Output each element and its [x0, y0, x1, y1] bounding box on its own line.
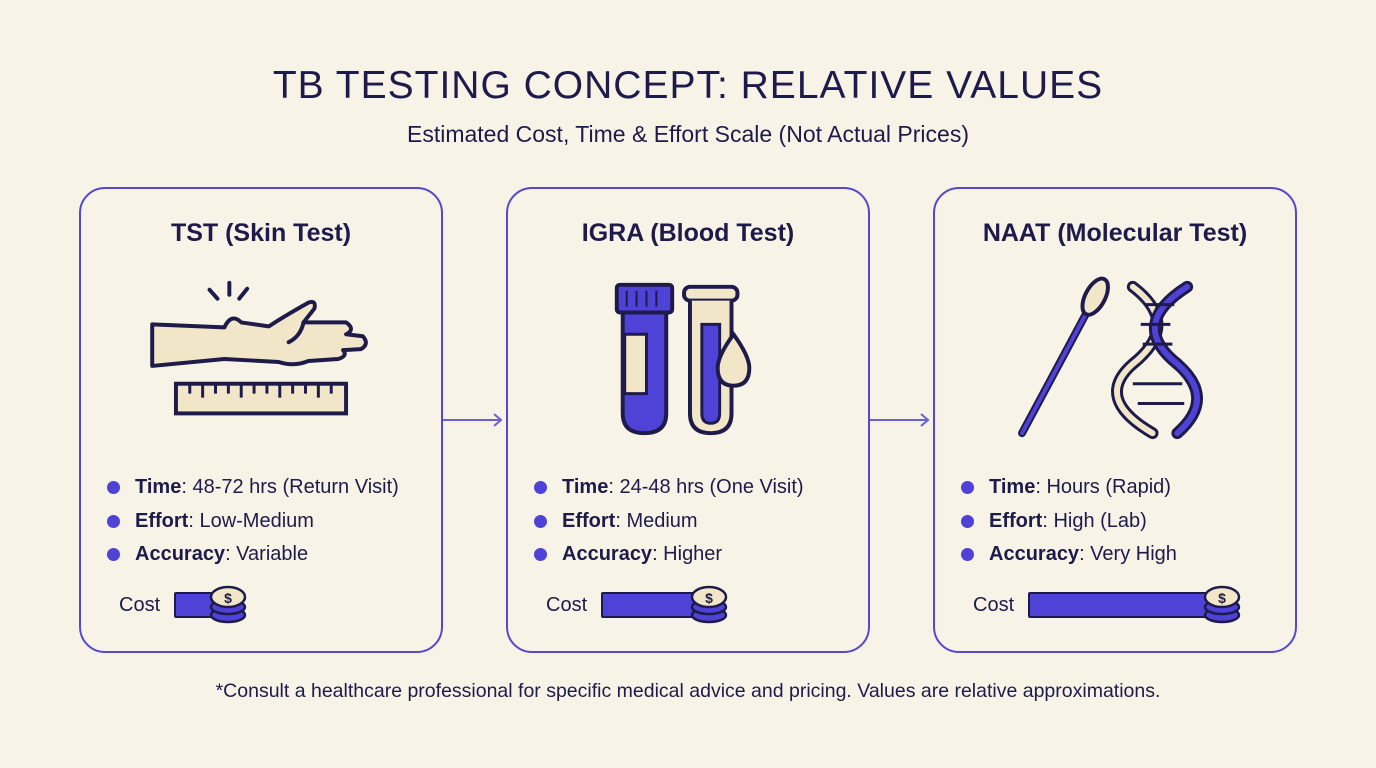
cost-row: Cost $: [973, 585, 1241, 624]
card-title: TST (Skin Test): [170, 219, 352, 247]
bullet-dot: [534, 514, 547, 528]
bullet-list: Time: 48-72 hrs (Return Visit) Effort: L…: [107, 471, 399, 572]
footer-disclaimer: *Consult a healthcare professional for s…: [215, 680, 1161, 702]
cost-bar: $: [601, 585, 728, 624]
accuracy-item: Accuracy: Higher: [534, 538, 804, 572]
time-item: Time: Hours (Rapid): [961, 471, 1177, 505]
time-value: : 48-72 hrs (Return Visit): [181, 476, 399, 499]
svg-text:$: $: [1218, 590, 1226, 606]
time-item: Time: 24-48 hrs (One Visit): [534, 471, 804, 505]
effort-item: Effort: Low-Medium: [107, 505, 399, 539]
cost-label: Cost: [973, 593, 1015, 616]
bullet-list: Time: 24-48 hrs (One Visit) Effort: Medi…: [534, 471, 804, 572]
time-value: : 24-48 hrs (One Visit): [608, 476, 804, 499]
accuracy-item: Accuracy: Very High: [961, 538, 1177, 572]
coin-stack-icon: $: [690, 585, 728, 624]
time-label: Time: [135, 476, 182, 499]
cost-label: Cost: [546, 593, 588, 616]
effort-label: Effort: [989, 509, 1043, 532]
swab-dna-icon: [1018, 276, 1203, 440]
svg-text:$: $: [224, 590, 232, 606]
bullet-dot: [107, 481, 120, 495]
arrow-right-icon: [870, 413, 930, 427]
time-item: Time: 48-72 hrs (Return Visit): [107, 471, 399, 505]
card-tst: TST (Skin Test) Time: 48-72 hrs (Return …: [79, 187, 443, 653]
bullet-dot: [107, 548, 120, 562]
cost-bar-fill: [1028, 592, 1223, 618]
effort-item: Effort: High (Lab): [961, 505, 1177, 539]
accuracy-value: : Variable: [225, 543, 309, 566]
effort-label: Effort: [562, 509, 616, 532]
cost-row: Cost $: [546, 585, 728, 624]
page-title: TB TESTING CONCEPT: RELATIVE VALUES: [272, 64, 1104, 107]
effort-value: : High (Lab): [1042, 509, 1147, 532]
bullet-dot: [961, 548, 974, 562]
effort-label: Effort: [135, 509, 189, 532]
arrow-right-icon: [443, 413, 503, 427]
accuracy-label: Accuracy: [562, 543, 653, 566]
time-label: Time: [562, 476, 609, 499]
effort-value: : Low-Medium: [188, 509, 314, 532]
bullet-list: Time: Hours (Rapid) Effort: High (Lab) A…: [961, 471, 1177, 572]
blood-tubes-icon: [614, 282, 752, 436]
cost-bar: $: [174, 585, 247, 624]
bullet-dot: [534, 481, 547, 495]
coin-stack-icon: $: [1203, 585, 1241, 624]
bullet-dot: [107, 514, 120, 528]
page-subtitle: Estimated Cost, Time & Effort Scale (Not…: [407, 121, 969, 147]
svg-text:$: $: [705, 590, 713, 606]
accuracy-label: Accuracy: [135, 543, 226, 566]
arm-with-ruler-icon: [150, 280, 368, 416]
card-title: NAAT (Molecular Test): [982, 219, 1248, 247]
accuracy-value: : Higher: [652, 543, 723, 566]
bullet-dot: [534, 548, 547, 562]
cost-row: Cost $: [119, 585, 247, 624]
accuracy-label: Accuracy: [989, 543, 1080, 566]
effort-item: Effort: Medium: [534, 505, 804, 539]
coin-stack-icon: $: [209, 585, 247, 624]
card-naat: NAAT (Molecular Test) Time: Hours (Rapid…: [933, 187, 1297, 653]
effort-value: : Medium: [615, 509, 698, 532]
bullet-dot: [961, 481, 974, 495]
cost-label: Cost: [119, 593, 161, 616]
accuracy-item: Accuracy: Variable: [107, 538, 399, 572]
card-title: IGRA (Blood Test): [581, 219, 795, 247]
time-label: Time: [989, 476, 1036, 499]
card-igra: IGRA (Blood Test) Time: 24-48 hrs (One V…: [506, 187, 870, 653]
bullet-dot: [961, 514, 974, 528]
accuracy-value: : Very High: [1079, 543, 1177, 566]
cost-bar: $: [1028, 585, 1241, 624]
time-value: : Hours (Rapid): [1035, 476, 1171, 499]
